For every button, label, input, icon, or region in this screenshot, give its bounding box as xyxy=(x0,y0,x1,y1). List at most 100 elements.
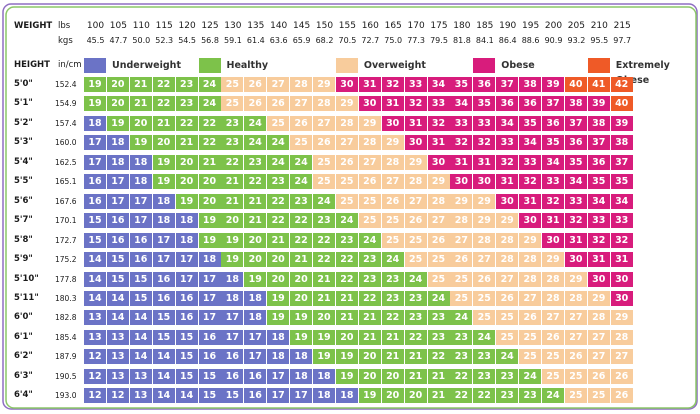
bmi-cell: 35 xyxy=(450,77,473,92)
height-cm-tick: 187.9 xyxy=(55,352,77,362)
bmi-cell: 15 xyxy=(152,310,175,326)
bmi-cell: 20 xyxy=(175,174,198,190)
weight-lbs-tick: 160 xyxy=(361,21,379,31)
bmi-cell: 25 xyxy=(335,193,358,209)
height-cm-tick: 180.3 xyxy=(55,293,77,303)
bmi-cell: 30 xyxy=(427,154,450,170)
bmi-cell: 25 xyxy=(542,349,564,365)
bmi-cell: 20 xyxy=(152,135,175,151)
bmi-cell: 29 xyxy=(519,232,542,248)
bmi-cell: 25 xyxy=(587,388,610,404)
bmi-cell: 28 xyxy=(404,174,427,190)
bmi-cell: 24 xyxy=(496,349,519,365)
bmi-cell: 33 xyxy=(587,213,610,229)
bmi-cell: 25 xyxy=(519,329,542,345)
bmi-cell: 17 xyxy=(84,154,106,170)
bmi-cell: 26 xyxy=(564,349,587,365)
bmi-cell: 20 xyxy=(106,96,129,112)
bmi-cell: 28 xyxy=(610,329,633,345)
weight-lbs-tick: 195 xyxy=(522,21,540,31)
bmi-cell: 28 xyxy=(427,193,450,209)
bmi-cell: 18 xyxy=(175,213,198,229)
bmi-cell: 39 xyxy=(542,77,564,92)
bmi-cell: 28 xyxy=(587,310,610,326)
bmi-cell: 21 xyxy=(129,96,152,112)
bmi-cell: 25 xyxy=(313,154,335,170)
bmi-cell: 36 xyxy=(519,96,542,112)
bmi-cell: 19 xyxy=(106,115,129,131)
bmi-cell: 21 xyxy=(244,213,267,229)
bmi-cell: 29 xyxy=(610,310,633,326)
bmi-cell: 26 xyxy=(473,271,496,287)
bmi-cell: 18 xyxy=(267,329,290,345)
weight-lbs-tick: 180 xyxy=(453,21,471,31)
bmi-cell: 21 xyxy=(198,154,221,170)
bmi-cell: 27 xyxy=(335,135,358,151)
bmi-cell: 25 xyxy=(427,271,450,287)
bmi-cell: 30 xyxy=(564,252,587,268)
height-ft-tick: 6'4" xyxy=(14,390,33,401)
bmi-cell: 18 xyxy=(221,271,244,287)
bmi-cell: 23 xyxy=(175,96,198,112)
bmi-cell: 24 xyxy=(198,96,221,112)
bmi-cell: 26 xyxy=(542,329,564,345)
bmi-cell: 23 xyxy=(450,329,473,345)
bmi-cell: 18 xyxy=(313,368,335,384)
bmi-cell: 20 xyxy=(267,252,290,268)
bmi-cell: 36 xyxy=(496,96,519,112)
bmi-cell: 40 xyxy=(564,77,587,92)
bmi-cell: 21 xyxy=(404,368,427,384)
bmi-cell: 26 xyxy=(610,368,633,384)
bmi-cell: 33 xyxy=(473,115,496,131)
bmi-cell: 34 xyxy=(427,77,450,92)
bmi-cell: 19 xyxy=(152,174,175,190)
bmi-cell: 23 xyxy=(496,388,519,404)
height-ft-tick: 5'5" xyxy=(14,176,33,187)
bmi-cell: 18 xyxy=(221,290,244,306)
bmi-cell: 36 xyxy=(542,115,564,131)
bmi-cell: 28 xyxy=(542,271,564,287)
bmi-cell: 34 xyxy=(564,174,587,190)
bmi-cell: 26 xyxy=(519,310,542,326)
height-cm-tick: 193.0 xyxy=(55,391,77,401)
bmi-cell: 22 xyxy=(198,115,221,131)
bmi-cell: 30 xyxy=(610,290,633,306)
bmi-cell: 22 xyxy=(175,115,198,131)
bmi-cell: 24 xyxy=(473,329,496,345)
bmi-cell: 16 xyxy=(175,310,198,326)
bmi-cell: 41 xyxy=(587,77,610,92)
bmi-cell: 27 xyxy=(587,349,610,365)
bmi-cell: 15 xyxy=(129,290,152,306)
bmi-cell: 32 xyxy=(610,232,633,248)
bmi-cell: 31 xyxy=(450,154,473,170)
bmi-cell: 25 xyxy=(221,96,244,112)
weight-kg-tick: 90.9 xyxy=(544,36,563,45)
bmi-cell: 30 xyxy=(610,271,633,287)
bmi-cell: 29 xyxy=(404,154,427,170)
bmi-cell: 32 xyxy=(427,115,450,131)
bmi-cell: 19 xyxy=(221,252,244,268)
bmi-cell: 22 xyxy=(221,154,244,170)
bmi-cell: 16 xyxy=(106,232,129,248)
bmi-cell: 21 xyxy=(404,349,427,365)
weight-kg-tick: 72.7 xyxy=(361,36,380,45)
bmi-cell: 30 xyxy=(335,77,358,92)
weight-lbs-tick: 135 xyxy=(247,21,265,31)
legend-swatch xyxy=(587,58,610,73)
weight-kg-tick: 88.6 xyxy=(521,36,540,45)
bmi-cell: 25 xyxy=(381,232,404,248)
bmi-cell: 32 xyxy=(473,135,496,151)
bmi-cell: 23 xyxy=(519,388,542,404)
bmi-cell: 20 xyxy=(404,388,427,404)
bmi-cell: 15 xyxy=(175,349,198,365)
bmi-cell: 28 xyxy=(564,290,587,306)
bmi-cell: 33 xyxy=(610,213,633,229)
height-label: HEIGHT xyxy=(14,60,50,70)
bmi-cell: 34 xyxy=(587,193,610,209)
bmi-cell: 18 xyxy=(129,174,152,190)
bmi-cell: 13 xyxy=(129,368,152,384)
bmi-cell: 26 xyxy=(313,135,335,151)
height-cm-tick: 182.8 xyxy=(55,313,77,323)
weight-kg-tick: 75.0 xyxy=(384,36,403,45)
bmi-cell: 23 xyxy=(335,232,358,248)
